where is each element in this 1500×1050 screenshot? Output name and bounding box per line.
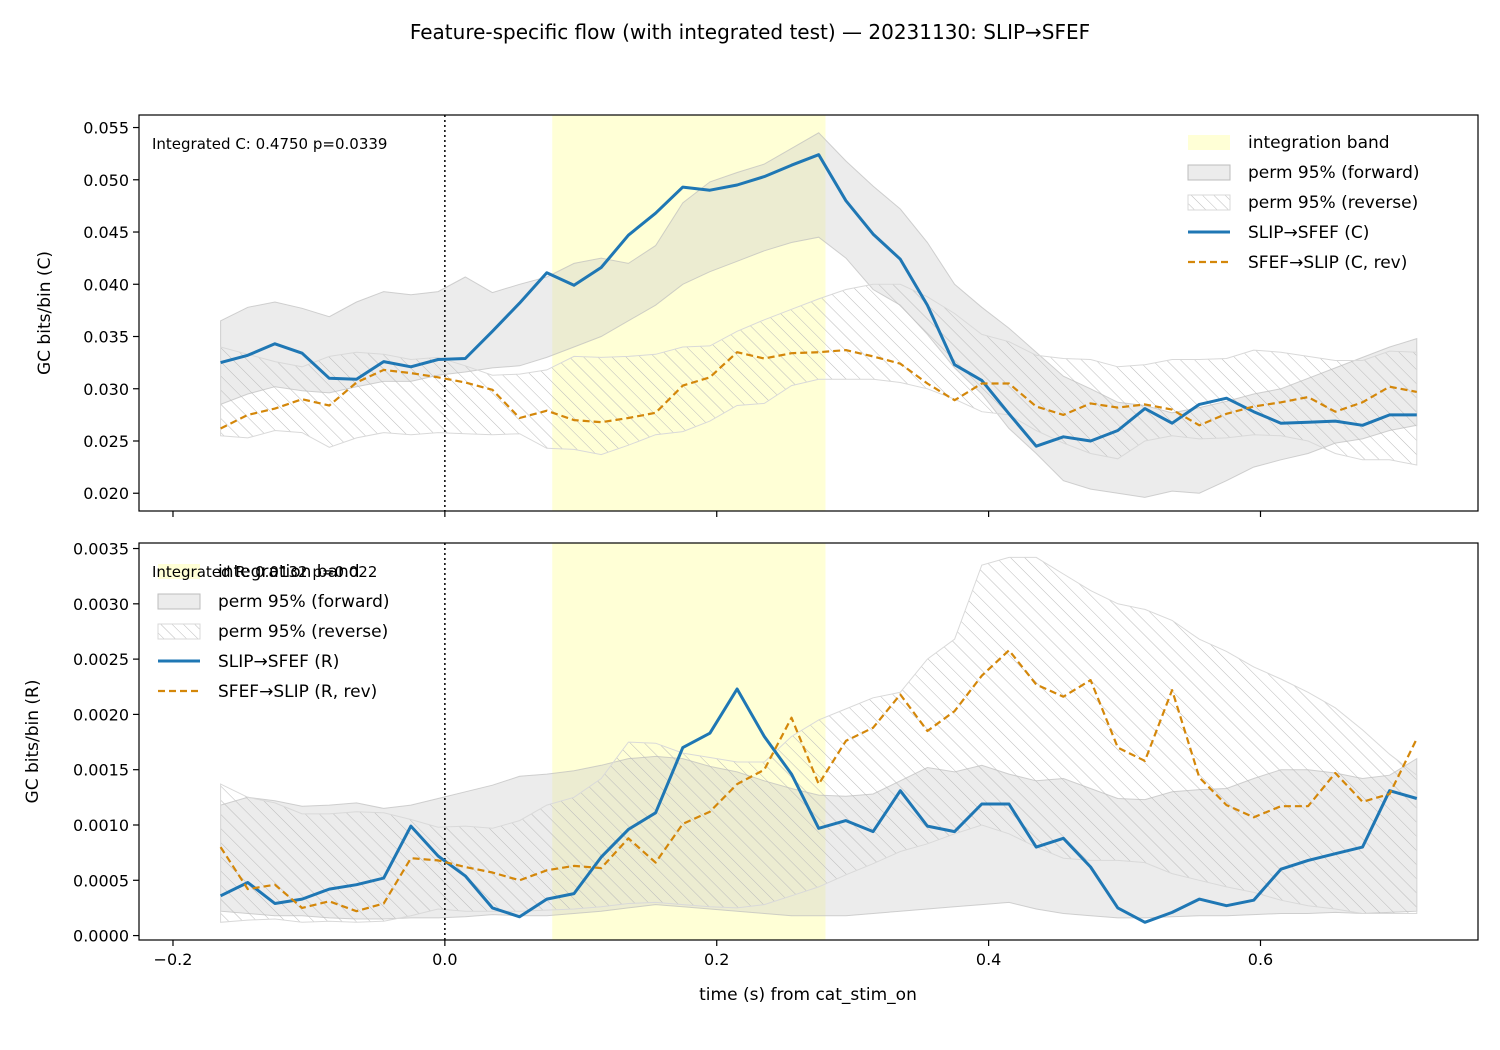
perm-band-reverse	[220, 283, 1418, 466]
y-tick-label: 0.025	[83, 432, 129, 451]
y-tick-label: 0.050	[83, 171, 129, 190]
legend-label-perm-forward: perm 95% (forward)	[1248, 163, 1420, 183]
legend-handle-perm-forward	[157, 593, 201, 610]
legend-handle-band	[158, 564, 200, 579]
series-line-reverse	[219, 649, 1418, 913]
y-tick-label: 0.045	[83, 223, 129, 242]
legend: integration band perm 95% (forward) perm 9…	[1180, 128, 1460, 280]
legend-label-forward: SLIP→SFEF (C)	[1248, 223, 1369, 243]
legend-frame	[1180, 128, 1460, 280]
y-tick-label: 0.040	[83, 275, 129, 294]
panel-bottom: −0.2 0.0 0.2 0.4 0.6 0.0000 0.0005 0.0010 0.0015…	[23, 540, 1479, 969]
series-line-reverse	[220, 349, 1418, 430]
series-line-forward	[220, 153, 1417, 448]
legend-handle-band	[1188, 135, 1230, 150]
legend-handle-perm-forward	[1187, 164, 1231, 181]
y-tick-label: 0.0020	[73, 705, 129, 724]
legend-handle-perm-reverse	[1187, 194, 1231, 211]
y-tick-label: 0.035	[83, 328, 129, 347]
x-tick-label: 0.4	[976, 950, 1001, 969]
legend-frame	[150, 557, 435, 709]
x-axis-label: time (s) from cat_stim_on	[699, 985, 917, 1005]
legend-label-perm-forward: perm 95% (forward)	[218, 592, 390, 612]
y-tick-label: 0.0000	[73, 927, 129, 946]
x-tick-label: 0.6	[1248, 950, 1273, 969]
plot-frame	[138, 542, 1479, 941]
y-tick-label: 0.0025	[73, 650, 129, 669]
y-tick-label: 0.0035	[73, 540, 129, 559]
legend-label-reverse: SFEF→SLIP (C, rev)	[1248, 253, 1407, 273]
legend-label-band: integration band	[1248, 133, 1390, 153]
y-tick-label: 0.0010	[73, 816, 129, 835]
legend-label-forward: SLIP→SFEF (R)	[218, 652, 339, 672]
x-tick-label: 0.2	[704, 950, 729, 969]
figure-title: Feature-specific flow (with integrated t…	[410, 20, 1090, 44]
y-tick-label: 0.0015	[73, 761, 129, 780]
integrated-test-annotation: Integrated R: 0.0132 p=0.022	[152, 563, 377, 581]
y-axis-label: GC bits/bin (C)	[35, 251, 55, 375]
y-tick-label: 0.0030	[73, 595, 129, 614]
y-tick-label: 0.055	[83, 119, 129, 138]
perm-band-reverse	[220, 556, 1418, 923]
y-tick-label: 0.020	[83, 484, 129, 503]
x-tick-label: 0.0	[432, 950, 457, 969]
legend-handle-perm-reverse	[157, 623, 201, 640]
panel-top: 0.020 0.025 0.030 0.035 0.040 0.045 0.050 0.055…	[35, 114, 1479, 517]
legend-label-perm-reverse: perm 95% (reverse)	[1248, 193, 1418, 213]
legend-label-band: integration band	[218, 562, 360, 582]
y-axis-label: GC bits/bin (R)	[23, 680, 43, 804]
x-tick-label: −0.2	[154, 950, 193, 969]
y-tick-label: 0.030	[83, 380, 129, 399]
plot-frame	[138, 114, 1479, 512]
series-line-forward	[219, 687, 1418, 924]
y-tick-label: 0.0005	[73, 871, 129, 890]
legend: integration band perm 95% (forward) perm 9…	[150, 557, 435, 709]
legend-label-perm-reverse: perm 95% (reverse)	[218, 622, 388, 642]
legend-label-reverse: SFEF→SLIP (R, rev)	[218, 682, 377, 702]
integrated-test-annotation: Integrated C: 0.4750 p=0.0339	[152, 135, 387, 153]
